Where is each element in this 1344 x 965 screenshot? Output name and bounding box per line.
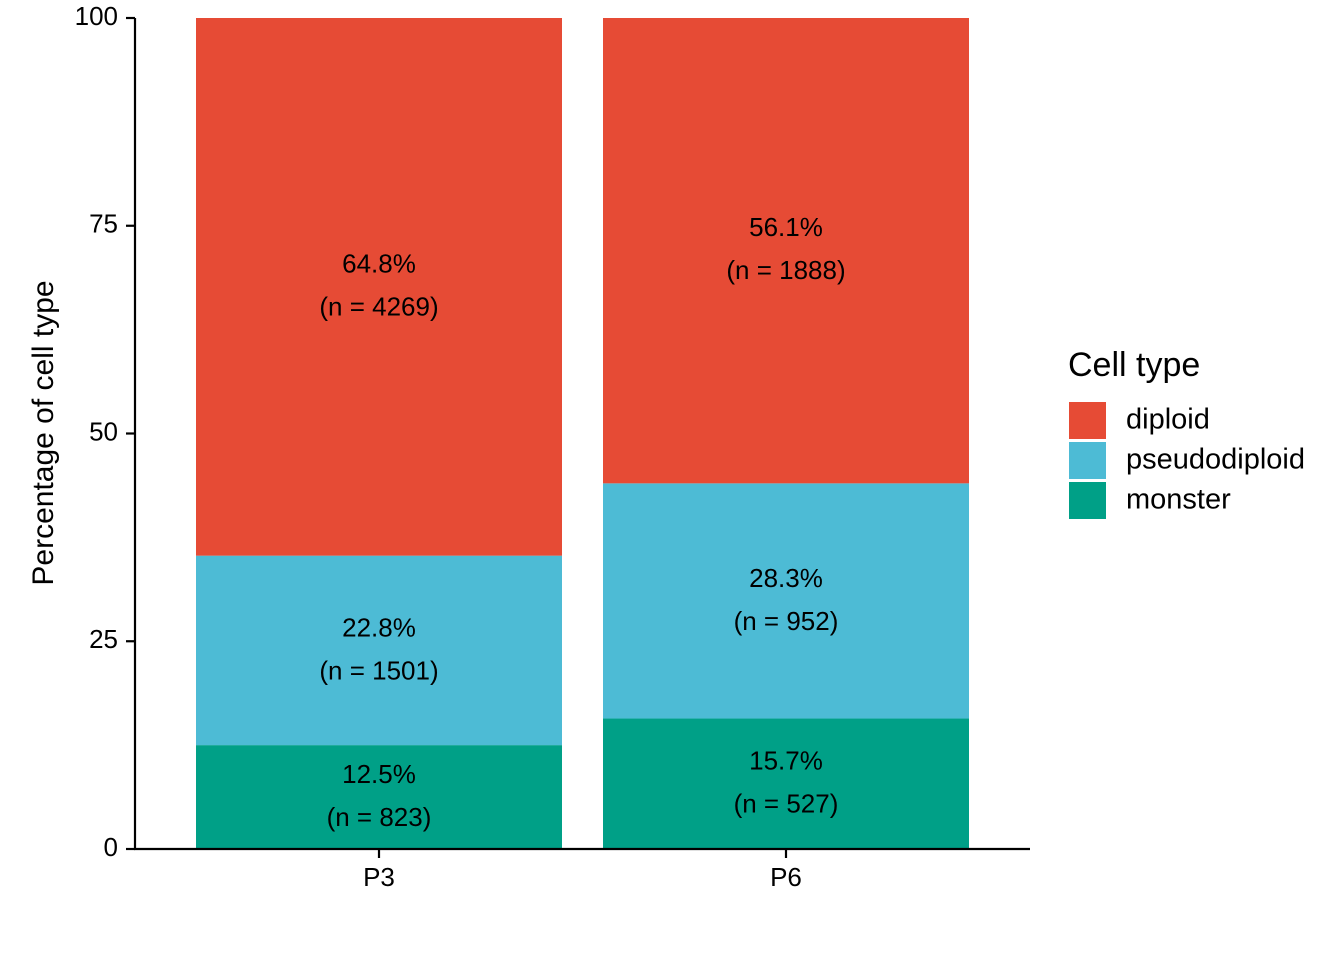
bar-label-n-monster-P3: (n = 823) [327,802,432,832]
legend-label-diploid: diploid [1126,404,1210,436]
y-axis-title: Percentage of cell type [27,280,60,585]
bar-label-n-pseudodiploid-P6: (n = 952) [734,606,839,636]
bar-label-n-monster-P6: (n = 527) [734,789,839,819]
bar-label-n-diploid-P6: (n = 1888) [726,255,845,285]
legend-items: diploid pseudodiploid monster [1069,402,1305,519]
bar-segment-pseudodiploid-P6 [603,483,969,719]
legend-label-monster: monster [1126,484,1231,516]
bar-label-pct-pseudodiploid-P3: 22.8% [342,612,416,642]
legend-label-pseudodiploid: pseudodiploid [1126,444,1305,476]
legend: Cell type diploid pseudodiploid monster [1068,346,1305,519]
legend-swatch-pseudodiploid [1069,442,1106,479]
bar-segment-pseudodiploid-P3 [196,555,562,746]
y-tick-label-25: 25 [89,624,118,654]
x-ticks: P3 P6 [363,849,802,892]
y-tick-label-100: 100 [75,1,118,31]
bar-label-n-pseudodiploid-P3: (n = 1501) [319,655,438,685]
legend-swatch-diploid [1069,402,1106,439]
bar-segment-diploid-P6 [603,18,969,484]
bar-label-n-diploid-P3: (n = 4269) [319,291,438,321]
y-tick-label-0: 0 [104,832,118,862]
legend-swatch-monster [1069,482,1106,519]
bar-label-pct-diploid-P6: 56.1% [749,212,823,242]
bar-label-pct-monster-P6: 15.7% [749,746,823,776]
y-tick-label-75: 75 [89,209,118,239]
axes-layer: 0 25 50 75 100 P3 P6 Percentage of cell type [27,1,1030,892]
y-ticks: 0 25 50 75 100 [75,1,135,862]
bars-layer [196,18,969,849]
x-tick-label-P3: P3 [363,862,395,892]
bar-labels-layer: 12.5% (n = 823) 22.8% (n = 1501) 64.8% (n = 4… [319,212,845,832]
x-tick-label-P6: P6 [770,862,802,892]
bar-label-pct-pseudodiploid-P6: 28.3% [749,563,823,593]
bar-segment-monster-P6 [603,718,969,849]
y-tick-label-50: 50 [89,416,118,446]
bar-segment-diploid-P3 [196,18,562,556]
bar-label-pct-monster-P3: 12.5% [342,759,416,789]
bar-segment-monster-P3 [196,745,562,849]
legend-title: Cell type [1068,346,1200,384]
bar-label-pct-diploid-P3: 64.8% [342,248,416,278]
